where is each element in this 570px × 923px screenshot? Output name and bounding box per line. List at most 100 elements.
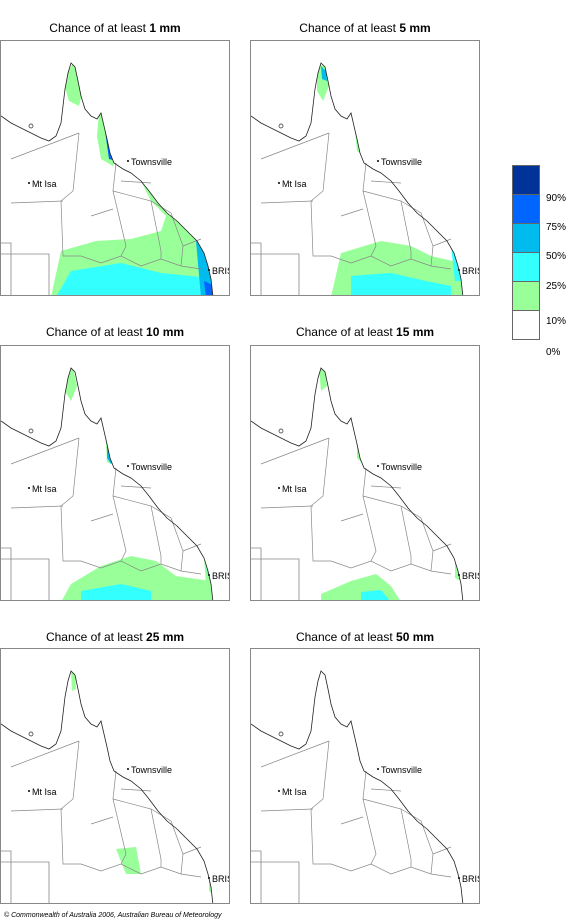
state-border: [251, 861, 300, 903]
legend-swatch-6: [512, 310, 540, 340]
mt-isa-label: Mt Isa: [282, 179, 307, 189]
map-svg: Townsville Mt Isa BRIS: [251, 41, 480, 295]
legend-label-0: 0%: [546, 347, 561, 358]
sea: [1, 346, 229, 600]
district-border: [432, 238, 452, 247]
place-marker: [208, 574, 210, 576]
district-border: [90, 208, 114, 217]
coastline: [1, 670, 214, 903]
place-marker: [208, 269, 210, 271]
district-border: [10, 132, 80, 160]
district-border: [260, 437, 330, 465]
land: [251, 368, 463, 600]
district-border: [112, 770, 127, 865]
map-10mm: Townsville Mt Isa BRIS: [0, 345, 230, 601]
sea: [251, 346, 479, 600]
place-marker: [278, 790, 280, 792]
legend-label-90: 90%: [546, 193, 567, 204]
legend-label-50: 50%: [546, 251, 567, 262]
district-border: [370, 788, 402, 792]
coastline: [251, 367, 464, 600]
district-border: [120, 180, 152, 184]
state-border: [1, 253, 50, 295]
state-border: [251, 242, 262, 295]
map-svg: Townsville Mt Isa BRIS: [251, 346, 479, 600]
coastline: [1, 62, 214, 295]
district-border: [260, 740, 330, 768]
district-border: [112, 495, 162, 564]
legend-label-10: 10%: [546, 316, 567, 327]
place-marker: [28, 182, 30, 184]
place-marker: [208, 877, 210, 879]
state-border: [251, 558, 300, 600]
place-marker: [28, 790, 30, 792]
place-marker: [458, 269, 460, 271]
district-border: [362, 162, 377, 257]
district-border: [340, 513, 364, 522]
state-border: [1, 861, 50, 903]
district-border: [400, 200, 434, 267]
legend-swatch-1: [512, 165, 540, 195]
district-border: [362, 770, 377, 865]
coastline: [1, 367, 214, 600]
district-border: [60, 132, 202, 270]
island: [278, 123, 284, 129]
district-border: [60, 740, 202, 878]
brisbane-label: BRIS: [462, 874, 480, 884]
map-5mm: Townsville Mt Isa BRIS: [250, 40, 480, 296]
rainfall-area: [116, 847, 141, 874]
brisbane-label: BRIS: [462, 266, 480, 276]
legend: 90% 75% 50% 25% 10% 0%: [512, 165, 566, 358]
sea: [251, 649, 479, 903]
district-border: [362, 467, 377, 562]
rainfall-area: [81, 584, 151, 600]
panel-title-5mm: Chance of at least 5 mm: [299, 21, 431, 35]
district-border: [60, 437, 202, 575]
legend-label-75: 75%: [546, 222, 567, 233]
district-border: [362, 495, 412, 564]
district-border: [120, 485, 152, 489]
island: [28, 428, 34, 434]
state-border: [1, 242, 12, 295]
map-1mm: Townsville Mt Isa BRIS: [0, 40, 230, 296]
district-border: [90, 816, 114, 825]
legend-swatch-5: [512, 281, 540, 311]
townsville-label: Townsville: [131, 462, 172, 472]
district-border: [260, 808, 314, 812]
brisbane-label: BRIS: [212, 266, 230, 276]
map-50mm: Townsville Mt Isa BRIS: [250, 648, 480, 904]
map-15mm: Townsville Mt Isa BRIS: [250, 345, 480, 601]
legend-swatch-3: [512, 223, 540, 253]
district-border: [182, 543, 202, 552]
townsville-label: Townsville: [131, 157, 172, 167]
district-border: [400, 808, 434, 875]
townsville-label: Townsville: [381, 462, 422, 472]
place-marker: [458, 877, 460, 879]
district-border: [310, 437, 452, 575]
rainfall-area: [361, 590, 390, 600]
map-svg: Townsville Mt Isa BRIS: [1, 346, 230, 600]
copyright-footer: © Commonwealth of Australia 2006, Austra…: [4, 912, 222, 919]
mt-isa-label: Mt Isa: [32, 179, 57, 189]
district-border: [260, 505, 314, 509]
mt-isa-label: Mt Isa: [282, 484, 307, 494]
brisbane-label: BRIS: [212, 571, 230, 581]
mt-isa-label: Mt Isa: [32, 787, 57, 797]
district-border: [10, 437, 80, 465]
district-border: [260, 200, 314, 204]
district-border: [400, 505, 434, 572]
district-border: [150, 200, 184, 267]
district-border: [432, 846, 452, 855]
district-border: [340, 816, 364, 825]
district-border: [432, 543, 452, 552]
townsville-label: Townsville: [381, 765, 422, 775]
district-border: [182, 846, 202, 855]
place-marker: [377, 465, 379, 467]
map-25mm: Townsville Mt Isa BRIS: [0, 648, 230, 904]
map-svg: Townsville Mt Isa BRIS: [1, 41, 230, 295]
district-border: [150, 505, 184, 572]
district-border: [150, 808, 184, 875]
place-marker: [127, 465, 129, 467]
island: [28, 731, 34, 737]
place-marker: [127, 160, 129, 162]
